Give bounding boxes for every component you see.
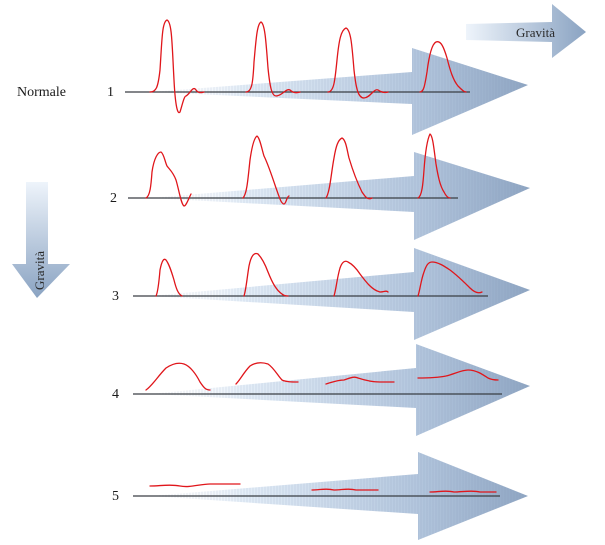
gravity-label-left: Gravità [32,251,47,290]
row-5-wave-3 [429,490,497,493]
row-5-wave-2 [311,488,379,491]
row-2-wave-1 [145,151,192,207]
row-5-wave-1 [149,483,241,488]
row-3-wave-4 [417,261,483,297]
row-5-number: 5 [112,489,119,504]
row-4-wave-1 [145,362,211,391]
row-1-wave-2 [245,21,301,97]
gravity-label-top: Gravità [516,25,555,40]
row-1-wave-4 [419,41,467,93]
row-1: 1 [107,19,528,135]
row-1-number: 1 [107,85,114,100]
row-1-wave-1 [149,19,205,114]
row-4-wave-4 [417,369,499,381]
row-1-wave-3 [327,27,389,99]
normal-label: Normale [17,85,66,100]
row-2-number: 2 [110,191,117,206]
row-4-number: 4 [112,387,119,402]
row-4-wave-2 [235,362,299,385]
row-4-wave-3 [325,376,395,385]
row-5: 5 [112,452,528,540]
row-3-wave-3 [333,260,389,297]
gravity-arrow-horizontal: Gravità [466,4,586,58]
row-2-wave-2 [242,135,290,205]
row-2: 2 [110,133,530,240]
row-3: 3 [112,248,530,340]
row-2-wave-3 [325,137,373,200]
row-3-number: 3 [112,289,119,304]
row-3-wave-1 [155,258,183,297]
gravity-arrow-vertical: Gravità [12,182,70,298]
row-2-wave-4 [417,133,451,199]
row-3-wave-2 [243,252,289,297]
gravity-arrow-down-icon [12,182,70,298]
row-4: 4 [112,344,530,436]
gravity-arrow-right-icon [466,4,586,58]
